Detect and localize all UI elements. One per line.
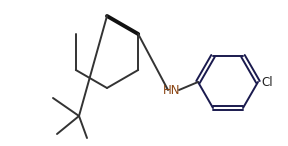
Text: Cl: Cl [261,75,273,88]
Text: HN: HN [163,84,181,97]
